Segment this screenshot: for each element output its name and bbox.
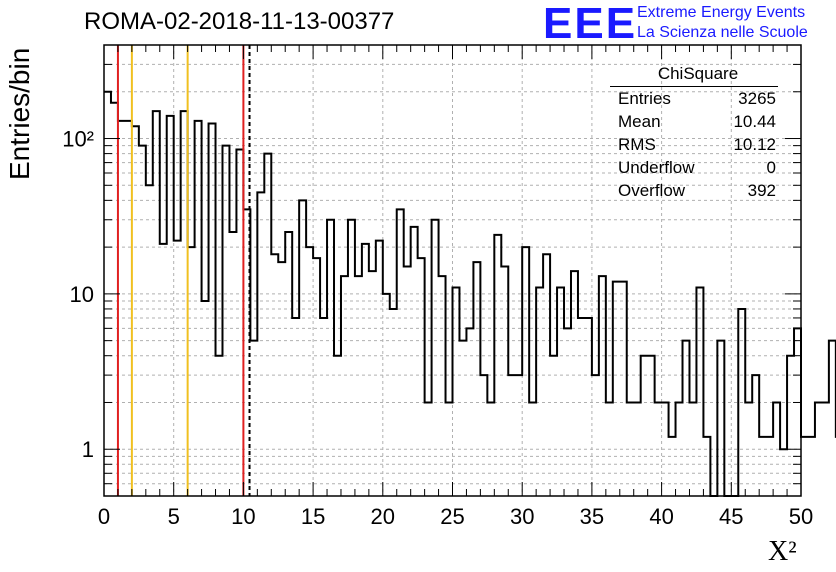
- stats-row: Underflow 0: [618, 156, 776, 179]
- stats-row: Entries 3265: [618, 87, 776, 110]
- logo-mark: EEE: [543, 0, 638, 48]
- stats-row: Mean 10.44: [618, 110, 776, 133]
- x-tick-label: 50: [789, 504, 813, 529]
- stats-label: Overflow: [618, 181, 686, 200]
- x-tick-label: 40: [649, 504, 673, 529]
- y-tick-label: 10²: [62, 127, 94, 152]
- x-tick-label: 45: [719, 504, 743, 529]
- logo-line2: La Scienza nelle Scuole: [637, 24, 808, 41]
- chart-title: ROMA-02-2018-11-13-00377: [84, 8, 395, 35]
- stats-title: ChiSquare: [610, 64, 778, 87]
- y-tick-label: 1: [82, 437, 94, 462]
- y-axis-label: Entries/bin: [4, 47, 35, 180]
- histogram-series: [104, 90, 836, 497]
- x-tick-label: 20: [371, 504, 395, 529]
- x-tick-label: 30: [510, 504, 534, 529]
- x-tick-label: 10: [231, 504, 255, 529]
- stats-label: Mean: [618, 112, 661, 131]
- x-tick-label: 0: [98, 504, 110, 529]
- x-tick-label: 25: [440, 504, 464, 529]
- stats-label: RMS: [618, 135, 656, 154]
- stats-value: 3265: [738, 89, 776, 108]
- stats-value: 0: [766, 158, 776, 177]
- stats-value: 10.44: [733, 112, 776, 131]
- stats-box: ChiSquare Entries 3265 Mean 10.44 RMS 10.12…: [610, 64, 778, 202]
- stats-value: 392: [747, 181, 776, 200]
- y-tick-label: 10: [70, 282, 94, 307]
- x-tick-label: 15: [301, 504, 325, 529]
- stats-label: Underflow: [618, 158, 695, 177]
- x-axis-label: X²: [768, 536, 797, 567]
- logo-line1: Extreme Energy Events: [637, 4, 806, 21]
- stats-row: RMS 10.12: [618, 133, 776, 156]
- x-tick-label: 35: [580, 504, 604, 529]
- x-tick-label: 5: [168, 504, 180, 529]
- stats-label: Entries: [618, 89, 671, 108]
- stats-value: 10.12: [733, 135, 776, 154]
- stats-row: Overflow 392: [618, 179, 776, 202]
